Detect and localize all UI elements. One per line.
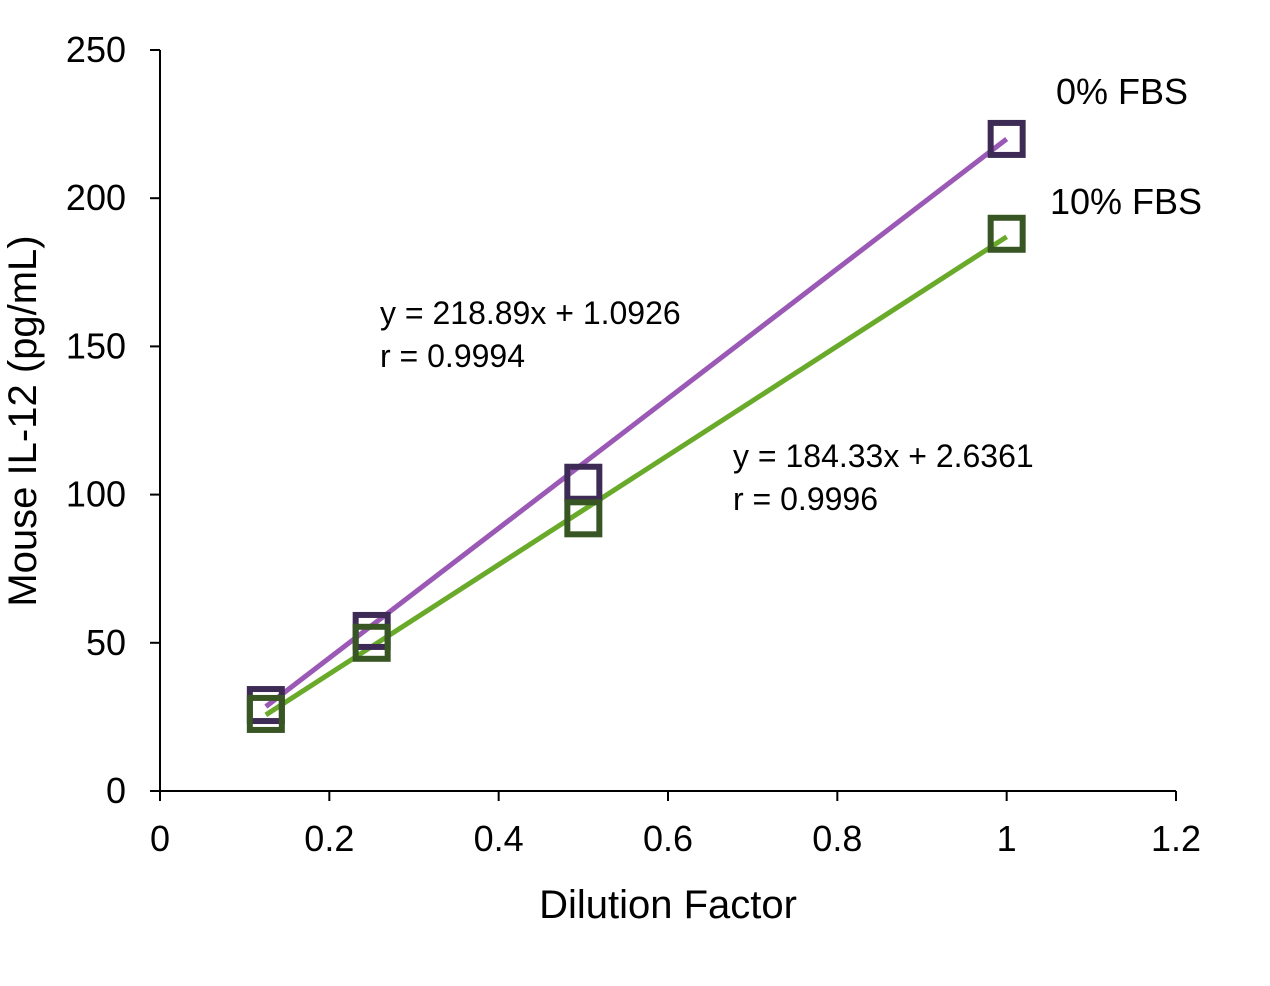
x-tick-label: 1 xyxy=(997,818,1017,859)
y-tick-label: 100 xyxy=(66,474,126,515)
equation-10-fbs: y = 184.33x + 2.6361 xyxy=(733,438,1034,474)
x-tick-label: 0.6 xyxy=(643,818,693,859)
data-point-series-1 xyxy=(352,623,391,662)
y-ticks: 0 50 100 150 200 250 xyxy=(66,29,160,811)
x-axis-title: Dilution Factor xyxy=(539,883,797,927)
r-value-0-fbs: r = 0.9994 xyxy=(380,338,525,374)
data-point-series-1 xyxy=(246,694,285,733)
equation-0-fbs: y = 218.89x + 1.0926 xyxy=(380,295,681,331)
y-tick-label: 250 xyxy=(66,29,126,70)
series-label-0-fbs: 0% FBS xyxy=(1056,71,1188,112)
data-points xyxy=(246,119,1026,733)
series-label-10-fbs: 10% FBS xyxy=(1050,181,1202,222)
x-tick-label: 1.2 xyxy=(1151,818,1201,859)
y-tick-label: 150 xyxy=(66,325,126,366)
y-axis-title: Mouse IL-12 (pg/mL) xyxy=(1,235,45,606)
axes xyxy=(159,50,1176,792)
x-tick-label: 0.2 xyxy=(304,818,354,859)
r-value-10-fbs: r = 0.9996 xyxy=(733,481,878,517)
x-tick-label: 0.4 xyxy=(474,818,524,859)
data-point-series-0 xyxy=(564,463,603,502)
y-tick-label: 50 xyxy=(86,622,126,663)
data-point-series-1 xyxy=(564,499,603,538)
trendline-series-0 xyxy=(264,136,1009,709)
y-tick-label: 0 xyxy=(106,770,126,811)
data-point-series-1 xyxy=(987,214,1026,253)
x-tick-label: 0.8 xyxy=(812,818,862,859)
y-tick-label: 200 xyxy=(66,177,126,218)
x-ticks: 0 0.2 0.4 0.6 0.8 1 1.2 xyxy=(150,791,1201,859)
x-tick-label: 0 xyxy=(150,818,170,859)
data-point-series-0 xyxy=(987,119,1026,158)
